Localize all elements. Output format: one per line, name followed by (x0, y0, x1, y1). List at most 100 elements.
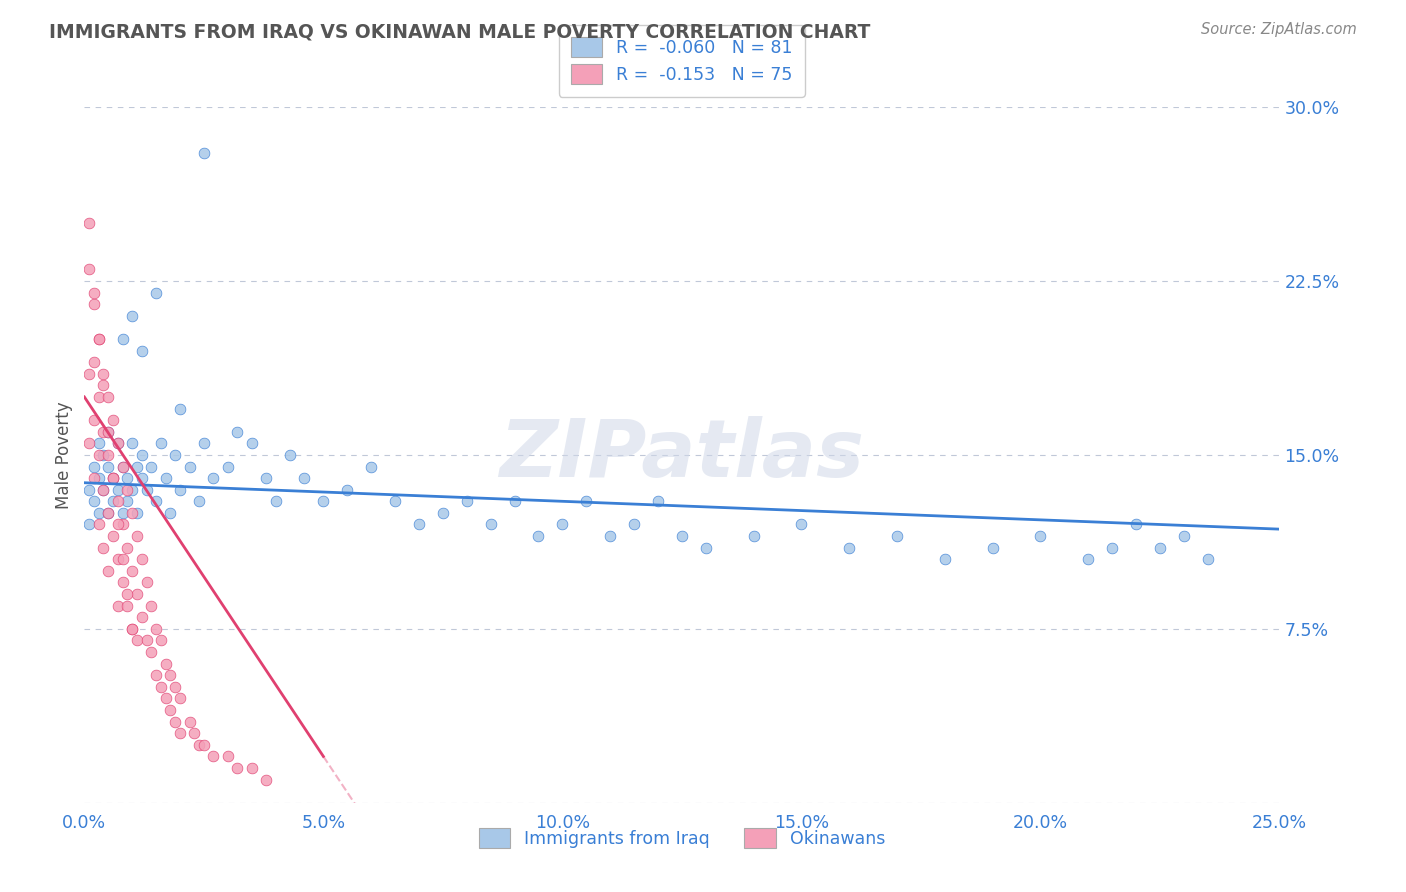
Point (217, 459, 239, 474)
Point (527, 529, 550, 543)
Point (1149, 541, 1171, 555)
Y-axis label: Male Poverty: Male Poverty (55, 401, 73, 508)
Point (83, 297, 105, 311)
Point (87, 436, 110, 450)
Point (77, 483, 100, 497)
Point (384, 494, 406, 508)
Point (145, 668, 167, 682)
Point (131, 552, 153, 566)
Point (599, 529, 621, 543)
Point (217, 749, 239, 764)
Point (131, 471, 153, 485)
Point (93, 483, 115, 497)
Point (111, 459, 134, 474)
Point (432, 506, 454, 520)
Point (121, 309, 143, 323)
Point (145, 285, 167, 300)
Point (155, 471, 177, 485)
Point (155, 657, 177, 671)
Text: IMMIGRANTS FROM IRAQ VS OKINAWAN MALE POVERTY CORRELATION CHART: IMMIGRANTS FROM IRAQ VS OKINAWAN MALE PO… (49, 22, 870, 41)
Point (101, 413, 124, 427)
Point (169, 726, 191, 740)
Point (226, 425, 249, 439)
Point (149, 680, 172, 694)
Point (790, 517, 813, 532)
Point (1197, 552, 1219, 566)
Point (117, 587, 139, 601)
Point (125, 587, 148, 601)
Point (838, 541, 860, 555)
Point (121, 436, 143, 450)
Point (503, 494, 526, 508)
Point (1125, 517, 1147, 532)
Point (83, 471, 105, 485)
Point (254, 772, 277, 787)
Point (125, 529, 148, 543)
Point (934, 552, 956, 566)
Point (83, 285, 105, 300)
Point (179, 714, 201, 729)
Point (87, 448, 110, 462)
Point (117, 483, 139, 497)
Point (1029, 529, 1052, 543)
Point (131, 343, 153, 358)
Point (312, 494, 335, 508)
Point (111, 552, 134, 566)
Point (101, 471, 124, 485)
Point (169, 483, 191, 497)
Point (179, 459, 201, 474)
Point (93, 367, 115, 381)
Point (107, 436, 129, 450)
Point (226, 761, 249, 775)
Point (117, 494, 139, 508)
Point (264, 494, 287, 508)
Point (87, 390, 110, 404)
Point (121, 622, 143, 636)
Point (647, 494, 669, 508)
Point (97, 425, 120, 439)
Point (165, 448, 187, 462)
Point (83, 494, 105, 508)
Point (623, 517, 645, 532)
Point (336, 483, 359, 497)
Point (83, 413, 105, 427)
Point (87, 332, 110, 346)
Point (169, 401, 191, 416)
Point (145, 494, 167, 508)
Point (111, 332, 134, 346)
Point (93, 483, 115, 497)
Point (131, 448, 153, 462)
Point (193, 436, 215, 450)
Point (121, 506, 143, 520)
Point (671, 529, 693, 543)
Point (83, 459, 105, 474)
Point (107, 494, 129, 508)
Point (131, 610, 153, 624)
Point (117, 471, 139, 485)
Point (77, 367, 100, 381)
Point (695, 541, 717, 555)
Point (101, 494, 124, 508)
Point (97, 506, 120, 520)
Point (77, 517, 100, 532)
Point (135, 633, 157, 648)
Text: Source: ZipAtlas.com: Source: ZipAtlas.com (1201, 22, 1357, 37)
Point (188, 494, 211, 508)
Point (149, 436, 172, 450)
Point (125, 633, 148, 648)
Point (101, 529, 124, 543)
Point (360, 459, 382, 474)
Point (159, 668, 181, 682)
Point (77, 262, 100, 277)
Point (107, 483, 129, 497)
Point (165, 714, 187, 729)
Point (93, 448, 115, 462)
Point (141, 645, 163, 659)
Point (125, 459, 148, 474)
Point (101, 471, 124, 485)
Point (1077, 552, 1099, 566)
Point (193, 146, 215, 161)
Point (83, 355, 105, 369)
Point (87, 506, 110, 520)
Point (117, 541, 139, 555)
